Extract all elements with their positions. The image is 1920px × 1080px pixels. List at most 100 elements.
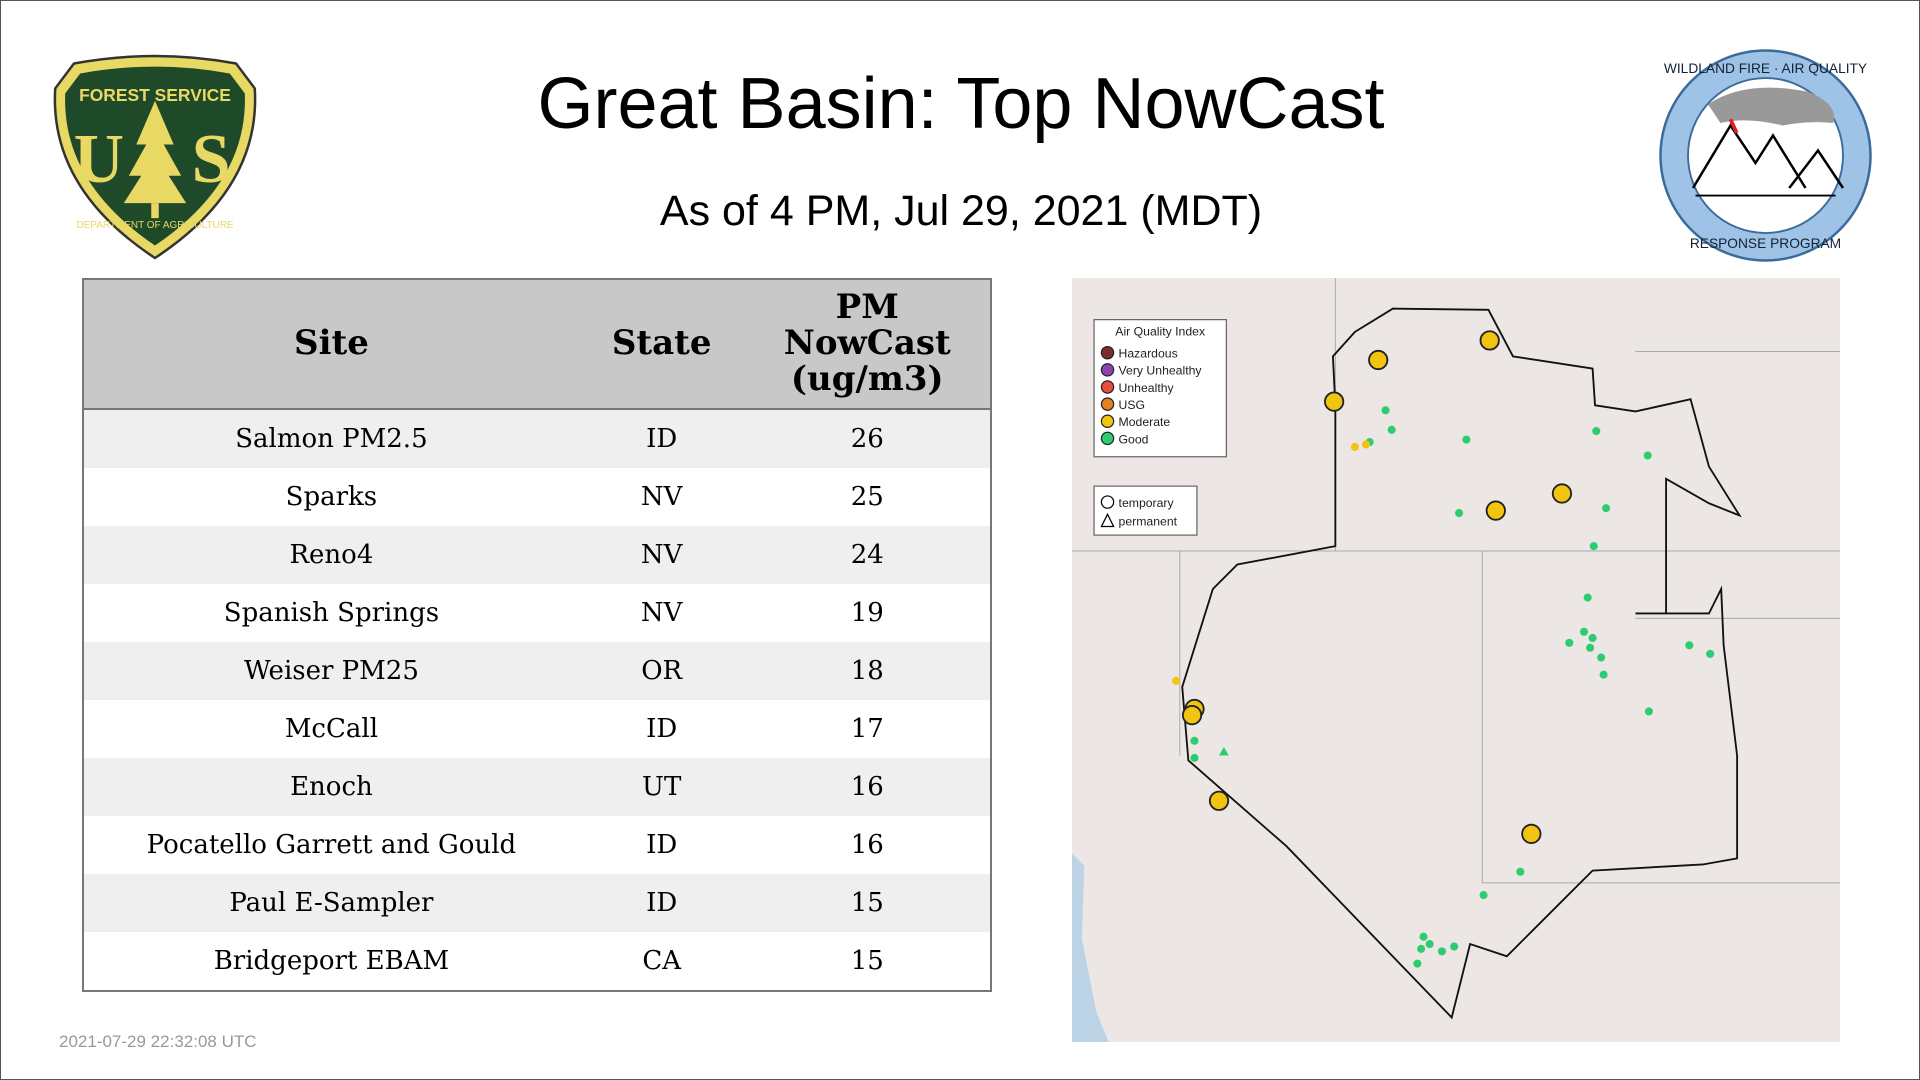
good-marker[interactable] — [1381, 406, 1390, 415]
good-marker[interactable] — [1602, 504, 1611, 513]
cell-state: NV — [578, 584, 745, 642]
table-row: Spanish Springs NV 19 — [83, 584, 991, 642]
cell-site: Sparks — [83, 468, 579, 526]
good-marker[interactable] — [1597, 653, 1606, 662]
great-basin-boundary — [1181, 307, 1742, 1020]
cell-nowcast: 16 — [744, 816, 991, 874]
aqi-legend: Air Quality Index Hazardous Very Unhealth… — [1093, 319, 1227, 458]
cell-site: Weiser PM25 — [83, 642, 579, 700]
moderate-marker[interactable] — [1361, 440, 1371, 449]
moderate-temporary-marker[interactable] — [1479, 330, 1500, 351]
cell-nowcast: 24 — [744, 526, 991, 584]
good-marker[interactable] — [1417, 944, 1426, 953]
moderate-temporary-marker[interactable] — [1181, 704, 1203, 726]
good-permanent-marker[interactable] — [1218, 746, 1229, 756]
shape-legend-label: permanent — [1119, 514, 1178, 528]
moderate-temporary-marker[interactable] — [1521, 823, 1542, 844]
timestamp: 2021-07-29 22:32:08 UTC — [59, 1032, 257, 1051]
cell-nowcast: 15 — [744, 874, 991, 932]
legend-label: Very Unhealthy — [1119, 364, 1203, 378]
table-row: McCall ID 17 — [83, 700, 991, 758]
cell-state: NV — [578, 468, 745, 526]
good-marker[interactable] — [1190, 736, 1199, 745]
good-marker[interactable] — [1583, 593, 1592, 602]
cell-nowcast: 15 — [744, 932, 991, 991]
moderate-marker[interactable] — [1350, 442, 1359, 452]
cell-site: Reno4 — [83, 526, 579, 584]
table-header-row: Site State PM NowCast (ug/m3) — [83, 279, 991, 410]
good-marker[interactable] — [1592, 427, 1601, 436]
good-marker[interactable] — [1685, 641, 1694, 650]
good-marker[interactable] — [1413, 959, 1422, 968]
table-row: Enoch UT 16 — [83, 758, 991, 816]
good-marker[interactable] — [1643, 451, 1652, 460]
moderate-temporary-marker[interactable] — [1551, 483, 1573, 504]
good-marker[interactable] — [1589, 542, 1598, 551]
column-header-state: State — [578, 279, 745, 410]
table-row: Salmon PM2.5 ID 26 — [83, 409, 991, 468]
cell-state: ID — [578, 874, 745, 932]
good-marker[interactable] — [1419, 932, 1428, 941]
good-marker[interactable] — [1579, 627, 1589, 636]
legend-swatch-hazardous — [1100, 345, 1115, 360]
cell-state: CA — [578, 932, 745, 991]
cell-state: OR — [578, 642, 745, 700]
good-marker[interactable] — [1455, 509, 1464, 518]
table-row: Pocatello Garrett and Gould ID 16 — [83, 816, 991, 874]
good-marker[interactable] — [1706, 649, 1715, 658]
table-row: Sparks NV 25 — [83, 468, 991, 526]
table-row: Paul E-Sampler ID 15 — [83, 874, 991, 932]
moderate-temporary-marker[interactable] — [1485, 500, 1506, 521]
column-header-site: Site — [83, 279, 579, 410]
cell-site: Spanish Springs — [83, 584, 579, 642]
cell-nowcast: 17 — [744, 700, 991, 758]
good-marker[interactable] — [1599, 670, 1608, 679]
legend-swatch-unhealthy — [1100, 380, 1115, 394]
cell-site: Salmon PM2.5 — [83, 409, 579, 468]
good-marker[interactable] — [1425, 940, 1434, 949]
cell-nowcast: 25 — [744, 468, 991, 526]
svg-text:RESPONSE PROGRAM: RESPONSE PROGRAM — [1690, 236, 1841, 251]
page-subtitle: As of 4 PM, Jul 29, 2021 (MDT) — [659, 187, 1263, 235]
ocean — [1072, 853, 1109, 1042]
cell-site: Enoch — [83, 758, 579, 816]
moderate-temporary-marker[interactable] — [1324, 391, 1345, 412]
good-marker[interactable] — [1450, 942, 1459, 951]
cell-site: Bridgeport EBAM — [83, 932, 579, 991]
good-marker[interactable] — [1462, 435, 1471, 444]
good-marker[interactable] — [1586, 643, 1595, 652]
moderate-temporary-marker[interactable] — [1208, 790, 1230, 811]
nowcast-table: Site State PM NowCast (ug/m3) Salmon PM2… — [82, 278, 992, 992]
good-marker[interactable] — [1565, 638, 1574, 647]
cell-state: ID — [578, 816, 745, 874]
good-marker[interactable] — [1437, 947, 1446, 956]
moderate-temporary-marker[interactable] — [1368, 349, 1389, 371]
column-header-nowcast: PM NowCast (ug/m3) — [744, 279, 991, 410]
svg-text:FOREST SERVICE: FOREST SERVICE — [79, 85, 231, 105]
good-marker[interactable] — [1387, 425, 1396, 434]
monitor-markers — [1172, 330, 1715, 968]
good-marker[interactable] — [1644, 707, 1653, 716]
svg-text:U: U — [74, 121, 124, 198]
good-marker[interactable] — [1516, 867, 1525, 876]
cell-nowcast: 26 — [744, 409, 991, 468]
cell-state: ID — [578, 700, 745, 758]
cell-nowcast: 18 — [744, 642, 991, 700]
cell-nowcast: 19 — [744, 584, 991, 642]
good-marker[interactable] — [1190, 753, 1199, 762]
legend-swatch-good — [1100, 431, 1115, 446]
good-marker[interactable] — [1479, 891, 1488, 900]
moderate-marker[interactable] — [1172, 676, 1181, 685]
good-marker[interactable] — [1588, 633, 1597, 643]
air-quality-map[interactable]: Air Quality Index Hazardous Very Unhealth… — [1072, 278, 1840, 1042]
svg-text:DEPARTMENT OF AGRICULTURE: DEPARTMENT OF AGRICULTURE — [76, 220, 233, 231]
header-line: (ug/m3) — [790, 358, 944, 399]
legend-label: USG — [1119, 398, 1146, 412]
legend-swatch-moderate — [1100, 414, 1115, 428]
shape-legend-label: temporary — [1119, 496, 1175, 510]
svg-text:S: S — [192, 121, 231, 198]
table-row: Bridgeport EBAM CA 15 — [83, 932, 991, 991]
legend-label: Good — [1119, 432, 1149, 446]
svg-text:WILDLAND FIRE · AIR QUALITY: WILDLAND FIRE · AIR QUALITY — [1664, 61, 1867, 76]
legend-label: Unhealthy — [1119, 381, 1175, 395]
